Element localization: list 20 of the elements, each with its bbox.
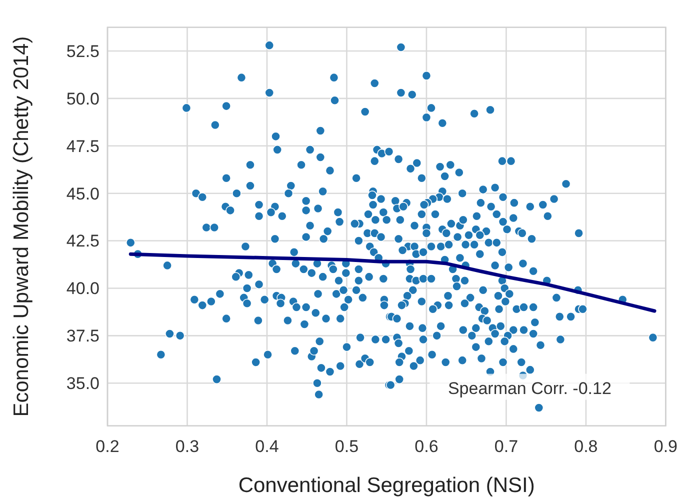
y-tick-label: 40.0	[66, 279, 100, 298]
x-tick-label: 0.2	[96, 436, 120, 456]
y-tick-label: 37.5	[66, 326, 100, 346]
line-series	[128, 252, 656, 313]
x-tick-label: 0.9	[654, 436, 678, 456]
x-tick-label: 0.6	[414, 436, 438, 456]
x-tick-label: 0.4	[255, 436, 279, 456]
y-tick-label: 52.5	[66, 42, 100, 61]
y-tick-label: 47.5	[66, 136, 100, 156]
x-axis-title: Conventional Segregation (NSI)	[238, 474, 535, 497]
annotation: Spearman Corr. -0.12	[448, 378, 612, 398]
y-tick-label: 42.5	[66, 232, 100, 251]
x-tick-label: 0.5	[334, 436, 359, 456]
x-tick-label: 0.7	[494, 436, 518, 456]
x-tick-label: 0.8	[574, 436, 598, 456]
y-tick-label: 45.0	[66, 184, 100, 204]
x-tick-label: 0.3	[175, 436, 200, 456]
y-axis-title: Economic Upward Mobility (Chetty 2014)	[10, 36, 33, 417]
y-tick-label: 35.0	[66, 374, 100, 394]
y-tick-label: 50.0	[66, 89, 100, 108]
